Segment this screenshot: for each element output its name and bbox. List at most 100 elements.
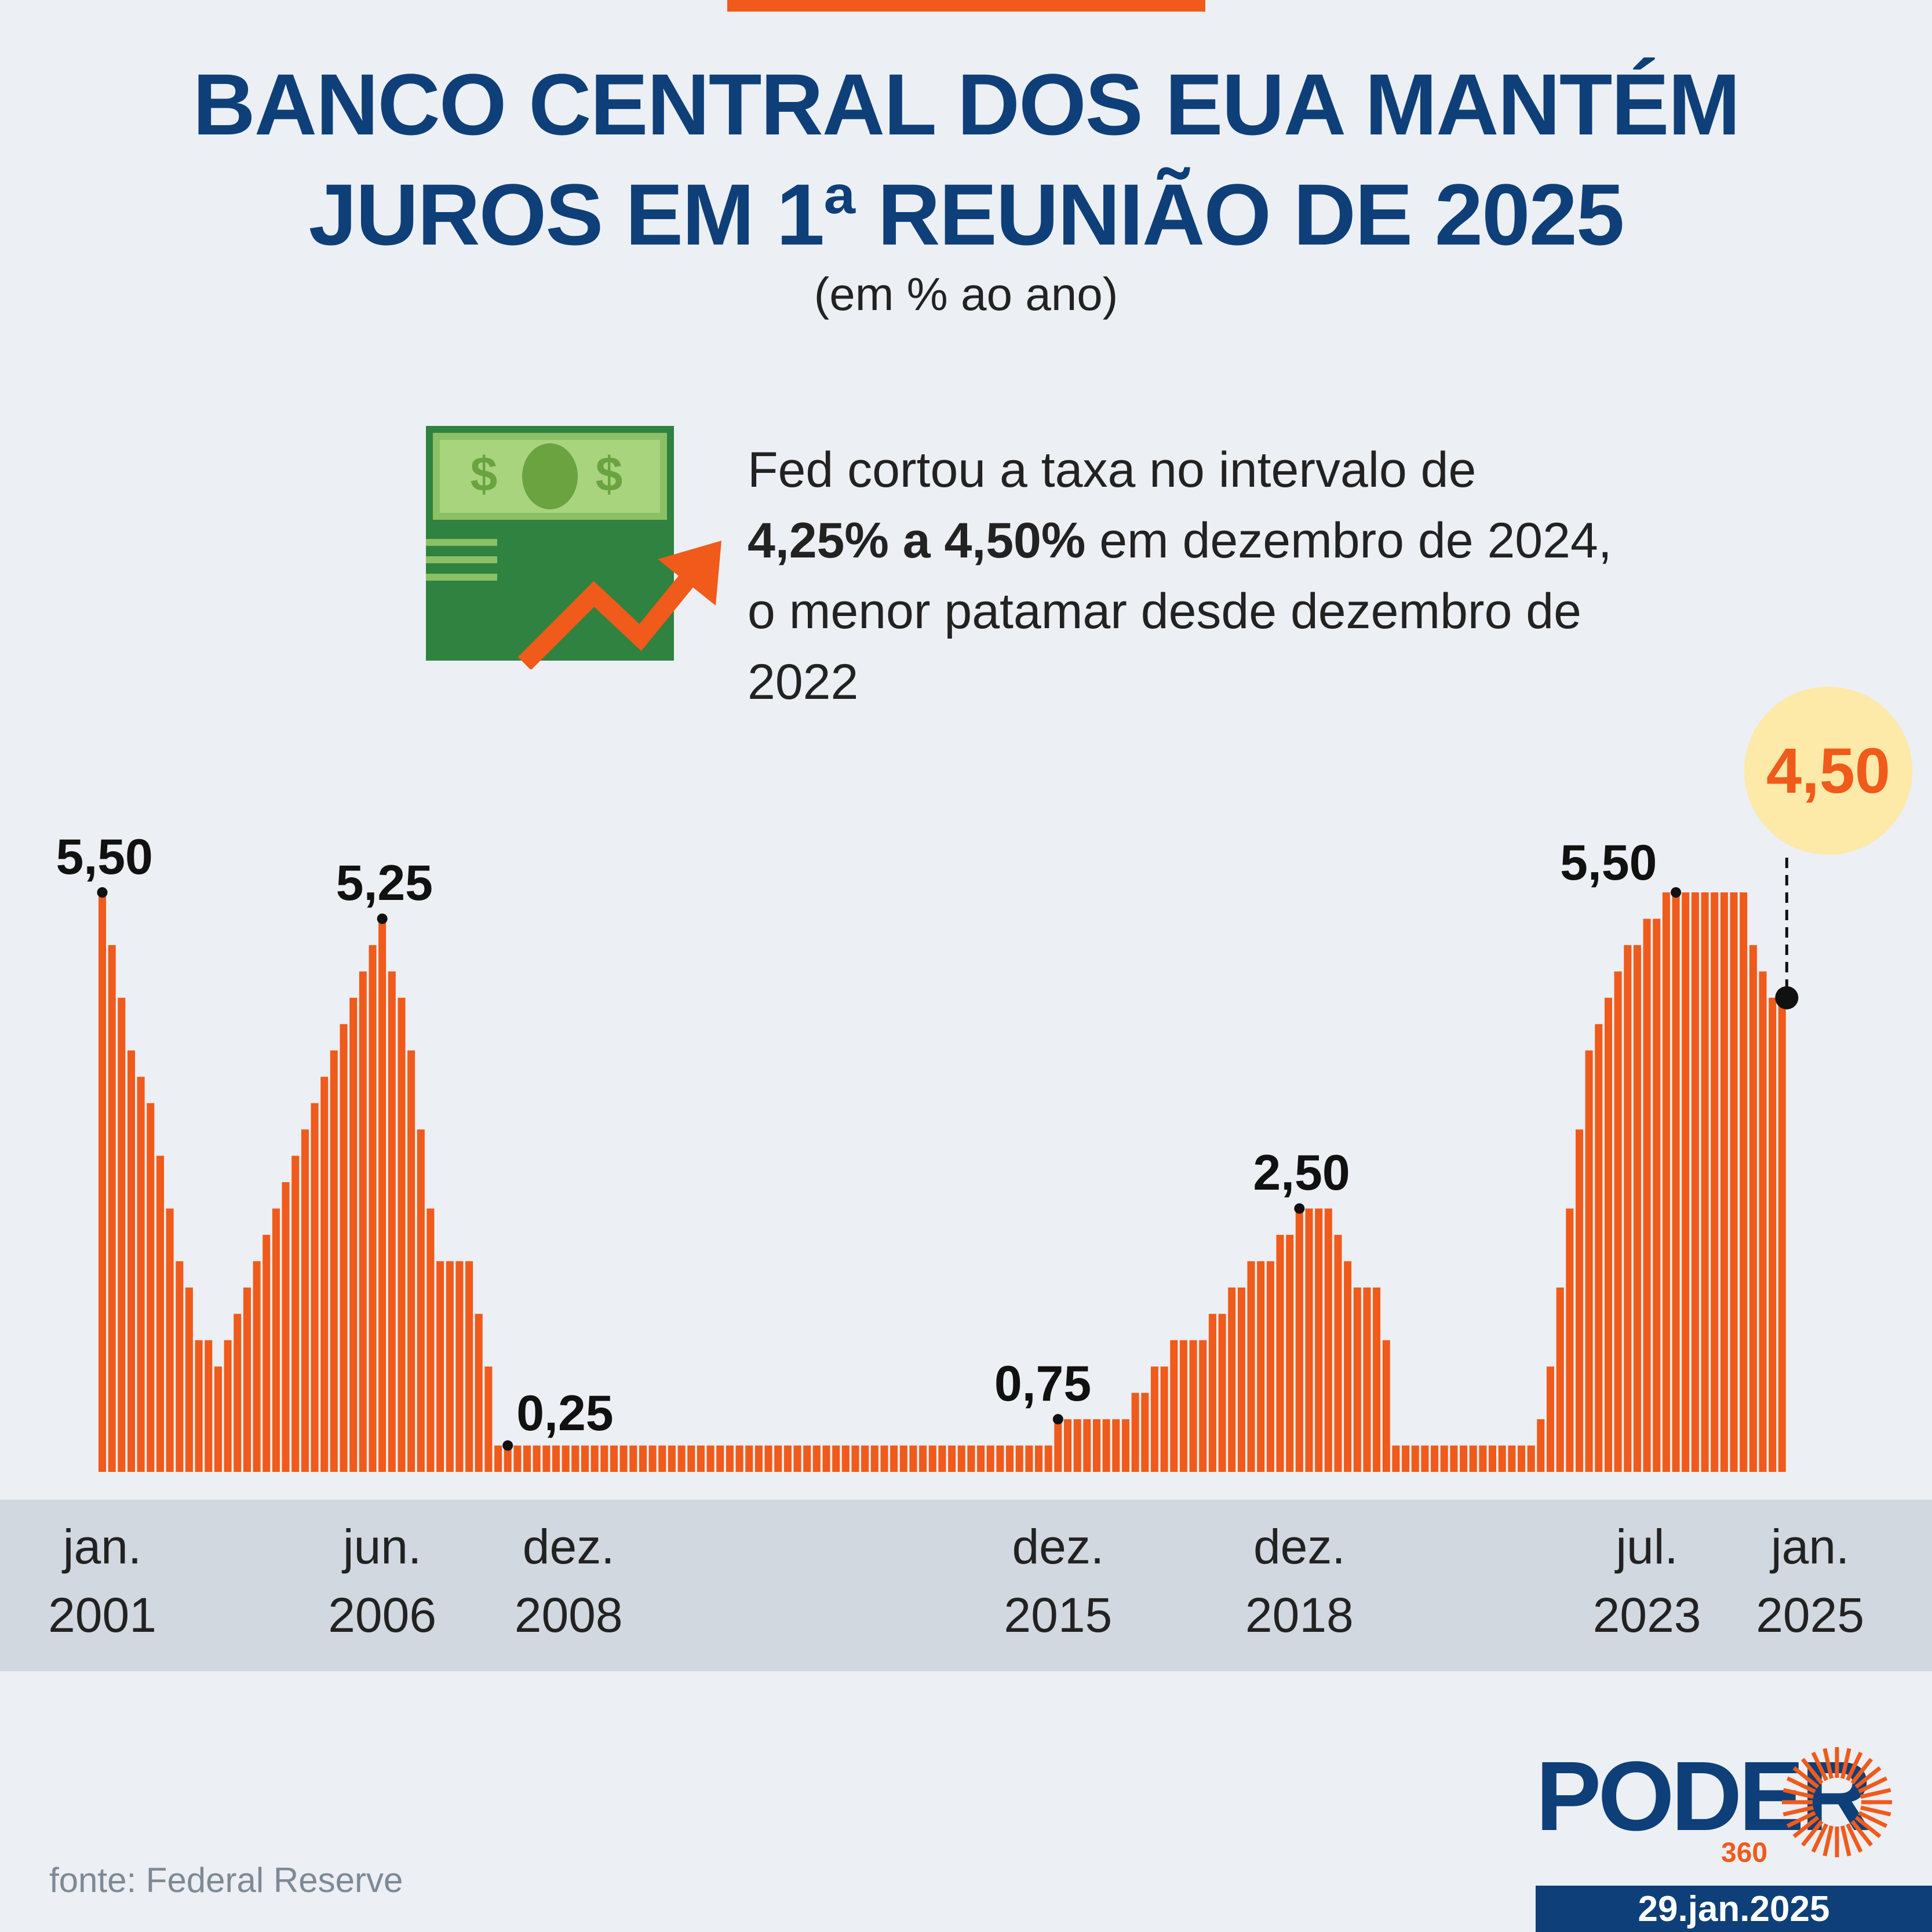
sun-ray [1792, 1766, 1820, 1789]
sun-ray [1850, 1820, 1873, 1847]
bar [1740, 892, 1748, 1472]
bar [504, 1445, 512, 1472]
bar [571, 1445, 579, 1472]
x-tick-month: dez. [522, 1519, 615, 1574]
bar [639, 1445, 647, 1472]
bar [475, 1314, 483, 1472]
bar [581, 1445, 589, 1472]
bar [706, 1445, 715, 1472]
bar [137, 1077, 145, 1472]
bar [880, 1445, 888, 1472]
x-tick-month: jun. [342, 1519, 422, 1574]
bar [938, 1445, 946, 1472]
logo-sub: 360 [1721, 1838, 1768, 1868]
bar [1073, 1419, 1081, 1472]
bar [272, 1208, 280, 1472]
sun-ray [1846, 1751, 1863, 1781]
bar [1460, 1445, 1468, 1472]
sun-ray [1854, 1766, 1882, 1789]
x-tick-month: dez. [1012, 1519, 1104, 1574]
bar [282, 1182, 290, 1472]
bar [803, 1445, 811, 1472]
sun-ray [1811, 1823, 1828, 1853]
bar [1605, 997, 1612, 1472]
bar [1160, 1366, 1168, 1472]
bar [147, 1103, 155, 1472]
bar [1633, 945, 1641, 1472]
x-tick-label: dez. 2015 [971, 1512, 1145, 1649]
bar [1208, 1314, 1216, 1472]
sun-ray [1801, 1820, 1824, 1847]
x-tick-label: dez. 2008 [482, 1512, 655, 1649]
bar [1479, 1445, 1487, 1472]
bar [176, 1261, 184, 1472]
annotation-label: 5,50 [1560, 835, 1657, 891]
svg-text:$: $ [471, 447, 498, 501]
bar [909, 1445, 917, 1472]
bar [996, 1445, 1004, 1472]
bar [513, 1445, 522, 1472]
svg-text:$: $ [596, 447, 623, 501]
annotation-label: 5,25 [336, 855, 433, 912]
bar [195, 1340, 203, 1472]
bar [1440, 1445, 1448, 1472]
bar [928, 1445, 936, 1472]
bar [446, 1261, 454, 1472]
bar [1247, 1261, 1255, 1472]
bar [957, 1445, 965, 1472]
bar [388, 971, 396, 1472]
source-note: fonte: Federal Reserve [49, 1861, 403, 1900]
bar [1537, 1419, 1545, 1472]
money-growth-icon: $ $ [426, 426, 721, 669]
bar [436, 1261, 444, 1472]
bar [1228, 1287, 1236, 1472]
bar [1286, 1234, 1294, 1472]
bar [1469, 1445, 1477, 1472]
bar [359, 971, 367, 1472]
bar [1189, 1340, 1197, 1472]
bar [156, 1155, 164, 1472]
bar [1392, 1445, 1400, 1472]
bar [1749, 945, 1757, 1472]
bar [1150, 1366, 1158, 1472]
bar [668, 1445, 676, 1472]
callout-text-before: Fed cortou a taxa no intervalo de [748, 442, 1477, 498]
bar [1025, 1445, 1033, 1472]
bar [774, 1445, 782, 1472]
sun-ray [1782, 1788, 1814, 1799]
x-tick-year: 2001 [48, 1588, 156, 1642]
annotation-dot [1052, 1414, 1063, 1425]
bar [793, 1445, 801, 1472]
sun-ray [1822, 1748, 1834, 1779]
bar [754, 1445, 763, 1472]
annotation-label: 0,75 [994, 1356, 1092, 1412]
sun-burst-icon [1782, 1747, 1892, 1857]
bar [1643, 918, 1651, 1472]
bar [1373, 1287, 1381, 1472]
bar [1614, 971, 1622, 1472]
x-tick-month: jan. [1770, 1519, 1850, 1574]
current-value-dot [1775, 986, 1799, 1009]
bar [1720, 892, 1728, 1472]
bar [1411, 1445, 1419, 1472]
bar [1015, 1445, 1023, 1472]
bar [1344, 1261, 1352, 1472]
annotation-label: 2,50 [1253, 1145, 1350, 1201]
bar [590, 1445, 599, 1472]
bar [1363, 1287, 1371, 1472]
bar [1382, 1340, 1390, 1472]
sun-ray [1854, 1816, 1882, 1838]
bar [1141, 1393, 1149, 1472]
x-tick-label: jan. 2001 [16, 1512, 189, 1649]
bar [841, 1445, 850, 1472]
bar [1769, 997, 1777, 1472]
bar [1276, 1234, 1284, 1472]
chart-subtitle: (em % ao ano) [814, 268, 1118, 320]
bar [484, 1366, 493, 1472]
annotation-dot [97, 887, 108, 898]
bar [1508, 1445, 1516, 1472]
x-tick-year: 2006 [328, 1588, 437, 1642]
bar [1498, 1445, 1506, 1472]
title-line-2: JUROS EM 1ª REUNIÃO DE 2025 [308, 166, 1625, 263]
